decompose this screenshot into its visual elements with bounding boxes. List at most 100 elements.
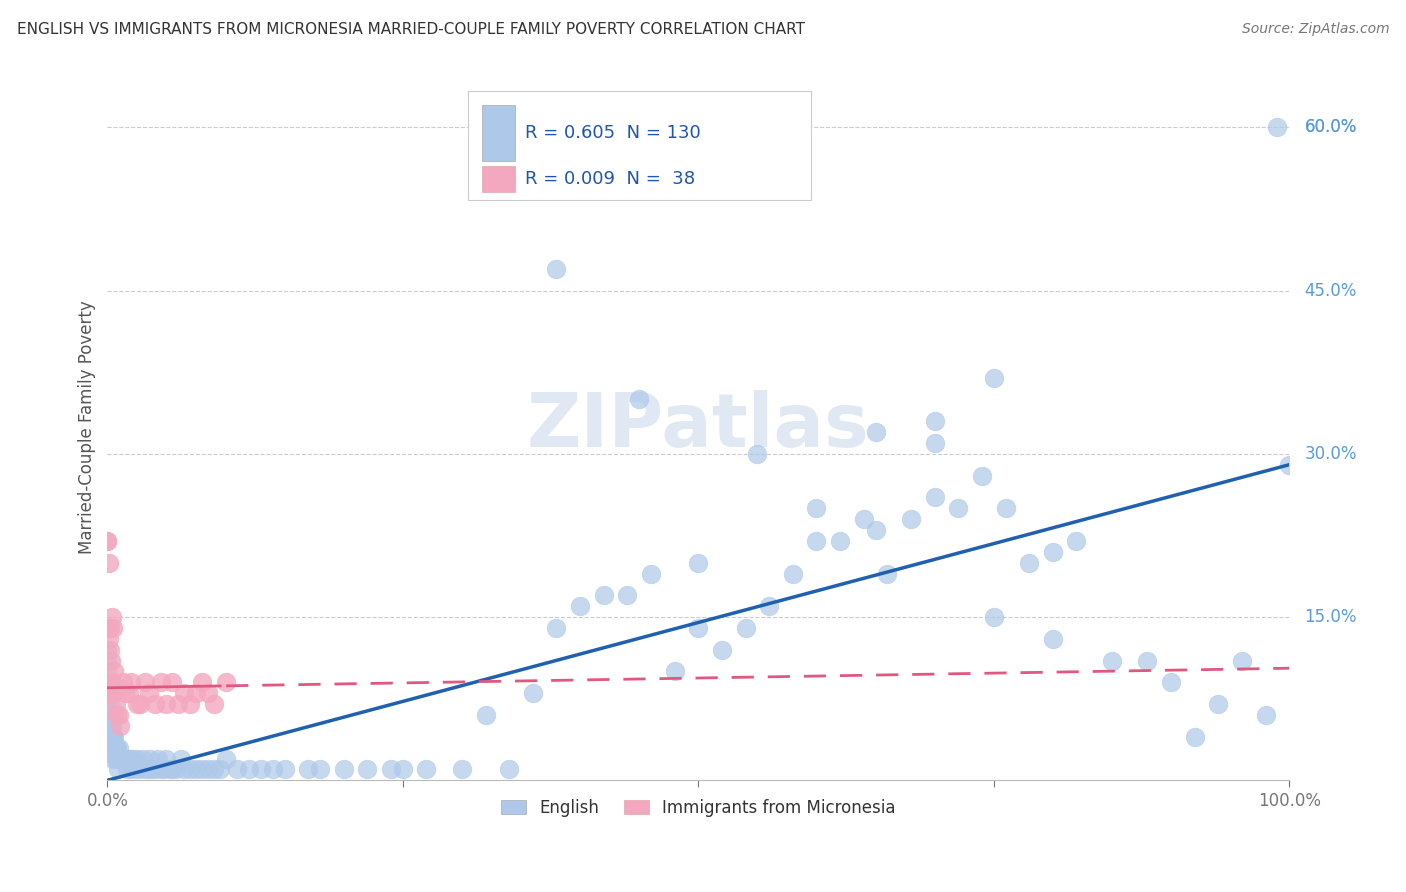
Text: 30.0%: 30.0%	[1305, 445, 1357, 463]
Point	[876, 566, 898, 581]
Point	[97, 556, 120, 570]
Point	[120, 675, 142, 690]
Point	[852, 512, 875, 526]
Point	[110, 719, 132, 733]
Point	[105, 751, 128, 765]
Point	[924, 491, 946, 505]
Point	[96, 675, 118, 690]
Point	[214, 675, 236, 690]
Point	[569, 599, 592, 614]
Point	[103, 740, 125, 755]
Point	[103, 740, 125, 755]
Point	[309, 763, 332, 777]
Point	[262, 763, 284, 777]
Point	[101, 675, 124, 690]
Point	[830, 533, 852, 548]
Point	[924, 414, 946, 428]
Point	[1101, 654, 1123, 668]
Point	[865, 523, 887, 537]
Point	[197, 686, 219, 700]
Point	[98, 697, 121, 711]
Point	[688, 556, 710, 570]
Point	[616, 588, 638, 602]
Point	[179, 763, 201, 777]
Point	[101, 610, 124, 624]
Point	[734, 621, 756, 635]
Text: R = 0.605  N = 130: R = 0.605 N = 130	[524, 124, 700, 142]
Point	[96, 686, 118, 700]
Y-axis label: Married-Couple Family Poverty: Married-Couple Family Poverty	[79, 300, 96, 554]
Point	[664, 665, 686, 679]
Point	[96, 686, 118, 700]
Point	[1184, 730, 1206, 744]
Point	[758, 599, 780, 614]
Point	[141, 763, 163, 777]
Point	[105, 708, 128, 723]
Point	[138, 686, 160, 700]
Point	[107, 763, 129, 777]
Point	[118, 751, 141, 765]
Point	[782, 566, 804, 581]
Point	[105, 740, 128, 755]
Point	[134, 763, 156, 777]
Point	[162, 763, 184, 777]
Point	[108, 740, 131, 755]
Point	[108, 751, 131, 765]
Point	[149, 763, 172, 777]
Point	[103, 730, 125, 744]
Point	[128, 763, 150, 777]
Point	[1136, 654, 1159, 668]
Point	[994, 501, 1017, 516]
Point	[356, 763, 378, 777]
Point	[114, 686, 136, 700]
Text: R = 0.009  N =  38: R = 0.009 N = 38	[524, 170, 695, 188]
Point	[710, 642, 733, 657]
Point	[98, 642, 121, 657]
Point	[238, 763, 260, 777]
Point	[103, 686, 125, 700]
Point	[179, 697, 201, 711]
Point	[546, 621, 568, 635]
Point	[96, 533, 118, 548]
Point	[983, 370, 1005, 384]
Point	[120, 751, 142, 765]
Point	[100, 654, 122, 668]
Point	[498, 763, 520, 777]
Point	[474, 708, 496, 723]
Point	[96, 654, 118, 668]
Point	[98, 730, 121, 744]
Point	[202, 697, 225, 711]
Point	[115, 751, 138, 765]
Point	[125, 697, 148, 711]
Bar	[482, 166, 515, 192]
Point	[332, 763, 354, 777]
Point	[214, 751, 236, 765]
Point	[1278, 458, 1301, 472]
Point	[451, 763, 474, 777]
Point	[165, 763, 187, 777]
Point	[191, 763, 214, 777]
Text: 60.0%: 60.0%	[1305, 119, 1357, 136]
Point	[1254, 708, 1277, 723]
Text: 45.0%: 45.0%	[1305, 282, 1357, 300]
Point	[226, 763, 249, 777]
Point	[948, 501, 970, 516]
Point	[143, 697, 166, 711]
Point	[167, 697, 190, 711]
Legend: English, Immigrants from Micronesia: English, Immigrants from Micronesia	[492, 790, 904, 825]
Point	[104, 697, 127, 711]
Point	[100, 730, 122, 744]
Point	[103, 730, 125, 744]
Point	[124, 763, 146, 777]
Point	[100, 675, 122, 690]
Point	[136, 763, 159, 777]
Point	[100, 719, 122, 733]
Point	[1018, 556, 1040, 570]
Point	[1267, 120, 1289, 135]
Point	[380, 763, 402, 777]
Point	[96, 708, 118, 723]
Point	[101, 730, 124, 744]
Point	[983, 610, 1005, 624]
Point	[155, 697, 177, 711]
Point	[162, 675, 184, 690]
